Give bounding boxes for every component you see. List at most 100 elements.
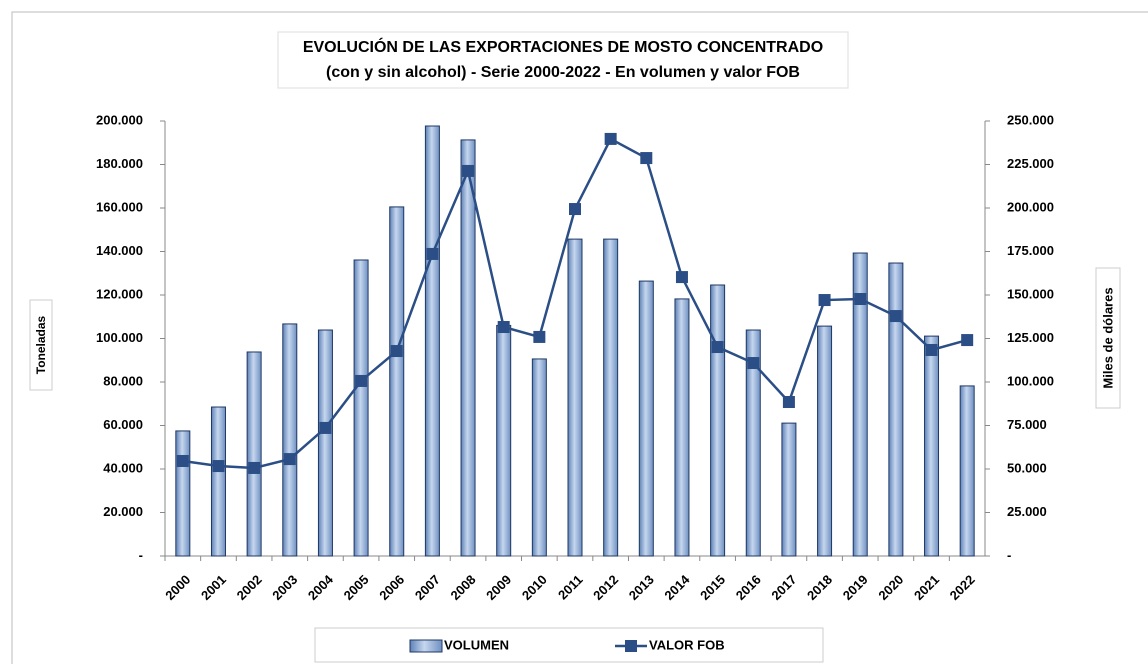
marker [497,321,510,334]
y2-tick-label: 250.000 [1007,112,1054,127]
y2-tick-label: - [1007,547,1011,562]
y2-tick-label: 225.000 [1007,156,1054,171]
x-tick-label: 2014 [661,571,693,603]
x-tick-label: 2018 [804,572,835,603]
marker [390,345,403,358]
y2-tick-label: 125.000 [1007,330,1054,345]
x-tick-label: 2012 [590,572,621,603]
title-box [277,31,849,89]
x-tick-label: 2008 [448,572,479,603]
y-tick-label: 20.000 [103,504,143,519]
bar [781,422,797,557]
marker [818,294,831,307]
marker [675,271,688,284]
marker [961,334,974,347]
marker [889,310,902,323]
bar [353,259,369,557]
x-tick-label: 2000 [162,572,193,603]
chart-title: EVOLUCIÓN DE LAS EXPORTACIONES DE MOSTO … [303,37,823,56]
legend-swatch [625,640,637,652]
marker [462,164,475,177]
y-label-box [29,299,53,391]
y-tick-label: 200.000 [96,112,143,127]
marker [533,330,546,343]
x-tick-label: 2020 [875,572,906,603]
y2-axis-label: Miles de dólares [1100,287,1115,388]
bar [888,262,904,557]
marker [569,203,581,216]
bar [710,284,726,557]
bar [460,139,476,557]
marker [640,152,653,165]
bar [852,252,868,557]
x-tick-label: 2019 [840,572,871,603]
y-tick-label: 100.000 [96,330,143,345]
marker [355,374,368,387]
marker [319,421,332,434]
bar [674,298,690,557]
y-tick-label: 140.000 [96,243,143,258]
x-tick-label: 2007 [412,572,443,603]
y2-tick-label: 175.000 [1007,243,1054,258]
bar [246,351,262,557]
legend-label: VOLUMEN [444,637,509,652]
x-tick-label: 2010 [519,572,550,603]
bar [496,324,512,557]
x-tick-label: 2002 [234,572,265,603]
y2-tick-label: 100.000 [1007,373,1054,388]
marker [283,453,296,466]
marker [212,460,225,473]
bar [567,238,583,557]
x-tick-label: 2022 [947,572,978,603]
bar [638,280,654,557]
chart-subtitle: (con y sin alcohol) - Serie 2000-2022 - … [326,64,800,81]
bar [389,206,405,557]
bar [317,329,333,557]
bar [745,329,761,557]
y2-label-box [1095,267,1121,409]
x-tick-label: 2016 [733,572,764,603]
x-tick-label: 2006 [376,572,407,603]
bar [959,385,975,557]
bar [924,335,940,557]
chart-border [11,11,1148,669]
y-tick-label: 180.000 [96,156,143,171]
marker [747,357,760,370]
x-tick-label: 2005 [341,572,372,603]
x-tick-label: 2009 [483,572,514,603]
marker [854,293,867,306]
marker [782,396,795,409]
y2-tick-label: 150.000 [1007,286,1054,301]
y2-tick-label: 75.000 [1007,417,1047,432]
marker [925,343,938,356]
marker [176,454,189,467]
x-tick-label: 2003 [269,572,300,603]
y-tick-label: 60.000 [103,417,143,432]
marker [711,341,724,354]
bar [175,430,191,557]
y-axis-label: Toneladas [34,315,48,374]
bar [424,125,440,557]
bar [531,358,547,557]
bar [282,323,298,557]
bar [603,238,619,557]
x-tick-label: 2004 [305,571,337,603]
legend-label: VALOR FOB [649,637,725,652]
y-tick-label: 40.000 [103,460,143,475]
y-tick-label: 160.000 [96,199,143,214]
marker [426,247,439,260]
y-tick-label: 80.000 [103,373,143,388]
x-tick-label: 2011 [555,572,586,603]
legend-box [314,627,824,663]
bar [210,406,226,557]
y-tick-label: - [139,547,143,562]
x-tick-label: 2017 [768,572,799,603]
y-tick-label: 120.000 [96,286,143,301]
bar [817,325,833,557]
marker [248,461,261,474]
marker [604,132,617,145]
x-tick-label: 2001 [198,572,229,603]
y2-tick-label: 25.000 [1007,504,1047,519]
y2-tick-label: 200.000 [1007,199,1054,214]
